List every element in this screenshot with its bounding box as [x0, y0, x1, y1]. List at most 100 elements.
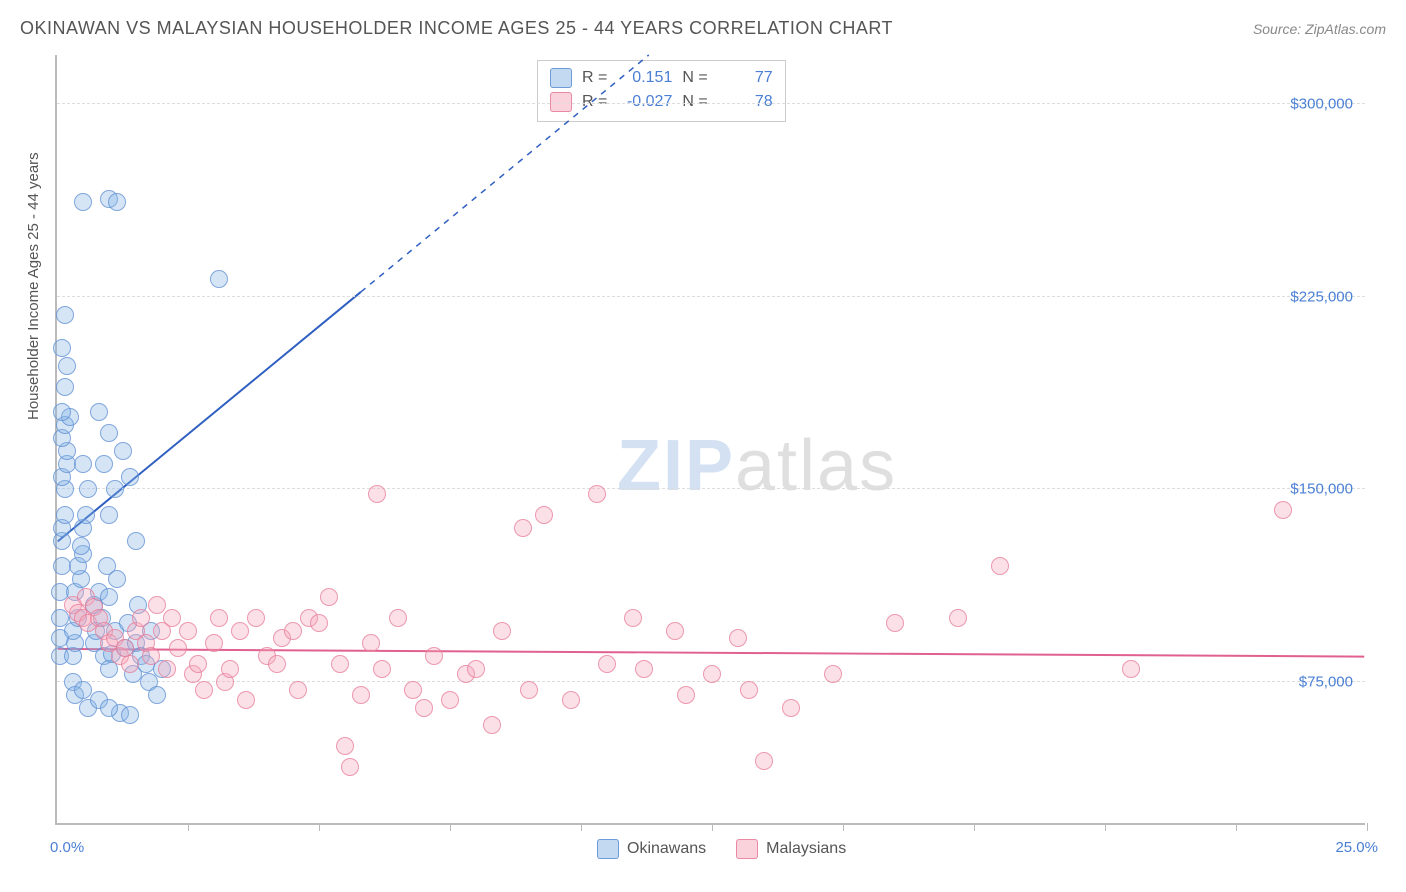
gridline-h — [57, 296, 1365, 297]
data-point — [677, 686, 695, 704]
data-point — [56, 306, 74, 324]
data-point — [331, 655, 349, 673]
data-point — [53, 403, 71, 421]
data-point — [782, 699, 800, 717]
gridline-h — [57, 103, 1365, 104]
legend-label-malaysians: Malaysians — [766, 840, 846, 858]
data-point — [221, 660, 239, 678]
data-point — [729, 629, 747, 647]
data-point — [991, 557, 1009, 575]
data-point — [1274, 501, 1292, 519]
y-tick-label: $150,000 — [1290, 481, 1353, 498]
data-point — [53, 339, 71, 357]
r-label: R = — [582, 93, 607, 111]
x-tick — [843, 823, 844, 831]
data-point — [886, 614, 904, 632]
swatch-malaysians — [550, 92, 572, 112]
data-point — [108, 193, 126, 211]
data-point — [598, 655, 616, 673]
data-point — [74, 193, 92, 211]
r-value-malaysians: -0.027 — [617, 93, 672, 111]
correlation-legend: R = 0.151 N = 77 R = -0.027 N = 78 — [537, 60, 786, 122]
data-point — [169, 639, 187, 657]
x-tick — [974, 823, 975, 831]
data-point — [467, 660, 485, 678]
data-point — [121, 468, 139, 486]
data-point — [100, 506, 118, 524]
data-point — [72, 537, 90, 555]
data-point — [588, 485, 606, 503]
data-point — [520, 681, 538, 699]
data-point — [289, 681, 307, 699]
data-point — [425, 647, 443, 665]
data-point — [195, 681, 213, 699]
data-point — [310, 614, 328, 632]
watermark-atlas: atlas — [735, 426, 897, 506]
data-point — [703, 665, 721, 683]
y-axis-label: Householder Income Ages 25 - 44 years — [25, 152, 42, 420]
n-label: N = — [682, 69, 707, 87]
n-value-malaysians: 78 — [718, 93, 773, 111]
legend-item-okinawans: Okinawans — [597, 839, 706, 859]
y-tick-label: $75,000 — [1299, 673, 1353, 690]
legend-row-okinawans: R = 0.151 N = 77 — [550, 66, 773, 90]
x-tick — [319, 823, 320, 831]
y-tick-label: $225,000 — [1290, 288, 1353, 305]
x-tick — [450, 823, 451, 831]
data-point — [373, 660, 391, 678]
swatch-okinawans — [550, 68, 572, 88]
data-point — [231, 622, 249, 640]
data-point — [142, 647, 160, 665]
data-point — [158, 660, 176, 678]
data-point — [148, 596, 166, 614]
data-point — [121, 706, 139, 724]
trend-line-solid — [58, 649, 1365, 657]
legend-label-okinawans: Okinawans — [627, 840, 706, 858]
watermark-zip: ZIP — [617, 426, 735, 506]
source-name: ZipAtlas.com — [1305, 21, 1386, 37]
x-tick — [712, 823, 713, 831]
data-point — [148, 686, 166, 704]
trend-lines — [57, 55, 1365, 823]
n-label: N = — [682, 93, 707, 111]
data-point — [624, 609, 642, 627]
x-axis-min-label: 0.0% — [50, 839, 84, 856]
data-point — [106, 480, 124, 498]
swatch-malaysians-icon — [736, 839, 758, 859]
data-point — [284, 622, 302, 640]
data-point — [824, 665, 842, 683]
data-point — [74, 455, 92, 473]
data-point — [56, 506, 74, 524]
data-point — [514, 519, 532, 537]
x-tick — [1367, 823, 1368, 831]
data-point — [483, 716, 501, 734]
data-point — [389, 609, 407, 627]
data-point — [755, 752, 773, 770]
page-title: OKINAWAN VS MALAYSIAN HOUSEHOLDER INCOME… — [20, 18, 893, 39]
data-point — [404, 681, 422, 699]
data-point — [189, 655, 207, 673]
data-point — [77, 506, 95, 524]
data-point — [179, 622, 197, 640]
x-tick — [188, 823, 189, 831]
data-point — [90, 403, 108, 421]
data-point — [320, 588, 338, 606]
data-point — [949, 609, 967, 627]
y-tick-label: $300,000 — [1290, 96, 1353, 113]
data-point — [100, 588, 118, 606]
data-point — [56, 378, 74, 396]
data-point — [210, 270, 228, 288]
data-point — [362, 634, 380, 652]
data-point — [127, 532, 145, 550]
scatter-plot: R = 0.151 N = 77 R = -0.027 N = 78 ZIPat… — [55, 55, 1365, 825]
swatch-okinawans-icon — [597, 839, 619, 859]
data-point — [336, 737, 354, 755]
data-point — [108, 570, 126, 588]
data-point — [247, 609, 265, 627]
data-point — [666, 622, 684, 640]
data-point — [95, 455, 113, 473]
data-point — [205, 634, 223, 652]
data-point — [535, 506, 553, 524]
data-point — [740, 681, 758, 699]
legend-row-malaysians: R = -0.027 N = 78 — [550, 90, 773, 114]
